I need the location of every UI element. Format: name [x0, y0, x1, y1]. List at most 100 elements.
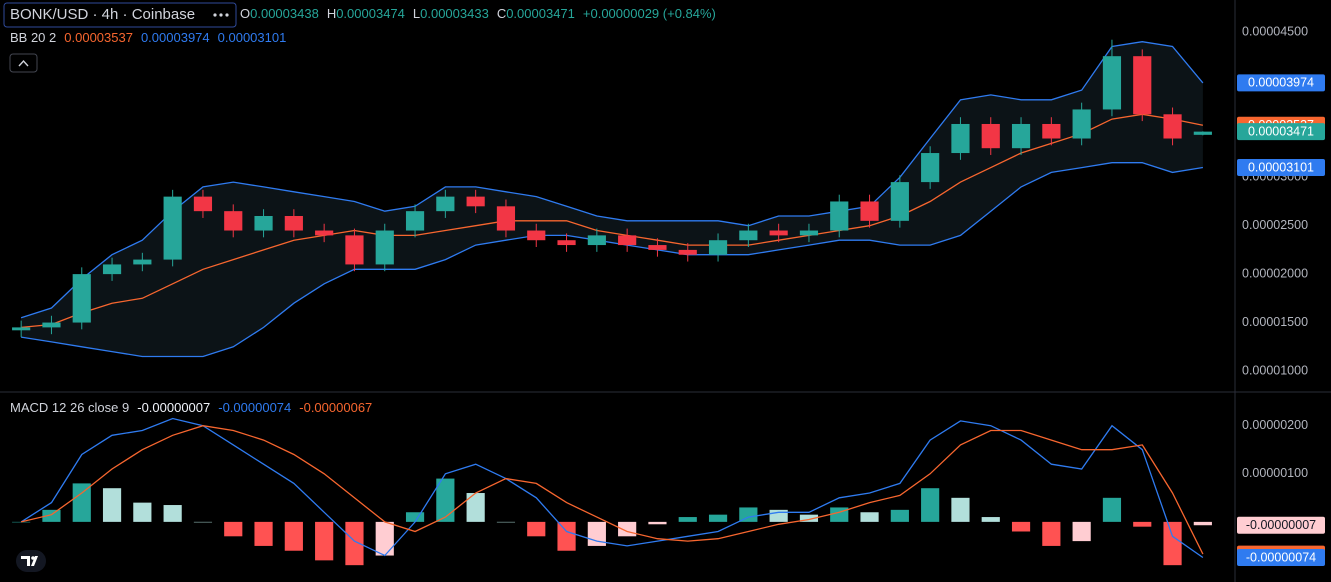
legend-item: 0.00003433 — [420, 6, 489, 21]
histogram-bar — [133, 502, 152, 522]
histogram-bar — [1042, 521, 1061, 546]
candle-body — [12, 327, 31, 331]
candle-body — [193, 196, 213, 212]
macd-line — [20, 417, 1204, 559]
candle-body — [799, 230, 819, 236]
candle-body — [72, 274, 91, 323]
histogram-bar — [193, 521, 213, 523]
legend-item: H — [327, 6, 336, 21]
candle-body — [254, 216, 273, 231]
candle-body — [1193, 131, 1212, 135]
logo-bg — [16, 550, 46, 572]
candle-body — [466, 196, 485, 207]
legend-item: 0.00003974 — [141, 30, 210, 45]
histogram-bar — [678, 517, 697, 522]
histogram-bar — [890, 509, 909, 522]
legend-item: 0.00003101 — [218, 30, 287, 45]
candle-body — [163, 196, 182, 260]
histogram-bar — [375, 521, 394, 556]
histogram-bar — [42, 509, 61, 522]
candle-body — [769, 230, 788, 236]
price-tag-label: 0.00003471 — [1248, 124, 1314, 138]
y-tick-label: 0.00002500 — [1242, 218, 1308, 232]
candle-body — [496, 206, 516, 231]
dot — [213, 13, 217, 17]
histogram-bar — [1102, 497, 1122, 522]
candle-body — [1011, 123, 1031, 149]
logo — [16, 550, 46, 572]
histogram-bar — [648, 521, 667, 525]
more-button[interactable] — [213, 13, 229, 17]
candle-body — [587, 235, 606, 246]
candle-body — [739, 230, 758, 241]
candle-body — [951, 123, 970, 154]
band-line — [20, 162, 1204, 358]
logo-dot — [31, 556, 35, 560]
histogram-bar — [284, 521, 303, 551]
price-tag — [1237, 548, 1325, 566]
candle-body — [648, 245, 667, 250]
histogram-bar — [405, 512, 425, 522]
y-tick-label: 0.00002000 — [1242, 266, 1308, 280]
legend-item: O — [240, 6, 250, 21]
y-tick-label: 0.00000100 — [1242, 466, 1308, 480]
candle-body — [375, 230, 394, 265]
legend-item: 0.00003438 — [250, 6, 319, 21]
histogram-bar — [799, 514, 819, 522]
histogram-bar — [224, 521, 243, 537]
y-tick-label: 0.00004500 — [1242, 24, 1308, 38]
candle-body — [921, 153, 940, 183]
candle-body — [405, 211, 425, 231]
histogram-bar — [163, 505, 182, 522]
legend-item: MACD 12 26 close 9 — [10, 400, 129, 415]
price-tag — [1237, 516, 1325, 534]
band-fill — [21, 41, 1203, 357]
y-tick-label: 0.00000200 — [1242, 418, 1308, 432]
collapse-icon — [18, 59, 29, 67]
legend-item: -0.00000007 — [137, 400, 210, 415]
candle-body — [678, 249, 697, 255]
symbol-box[interactable] — [3, 2, 237, 28]
candle-body — [224, 211, 243, 231]
histogram-bar — [436, 478, 455, 522]
legend-item: C — [497, 6, 506, 21]
histogram-bar — [981, 517, 1000, 522]
histogram-bar — [708, 514, 728, 522]
candle-body — [1133, 56, 1152, 115]
histogram-bar — [72, 483, 91, 522]
price-tag-label: 0.00003974 — [1248, 76, 1314, 90]
histogram-bar — [496, 521, 516, 523]
collapse-button[interactable] — [9, 53, 38, 73]
y-tick-label: 0.00001000 — [1242, 363, 1308, 377]
candle-body — [557, 240, 576, 246]
price-tag — [1237, 123, 1325, 141]
histogram-bar — [951, 497, 970, 522]
histogram-bar — [557, 521, 576, 551]
candle-body — [1042, 123, 1061, 139]
candle-body — [42, 322, 61, 328]
candle-body — [981, 123, 1000, 149]
histogram-bar — [1193, 521, 1212, 526]
histogram-bar — [860, 512, 879, 522]
logo-mark — [21, 556, 38, 566]
candle-body — [1163, 114, 1182, 139]
legend-item: L — [413, 6, 420, 21]
band-line — [21, 113, 1204, 329]
legend-item: 0.00003471 — [506, 6, 575, 21]
chart-title[interactable]: BONK/USD · 4h · Coinbase — [10, 6, 195, 23]
macd-line — [20, 425, 1204, 555]
candle-body — [1102, 56, 1122, 110]
legend-item: +0.00000029 (+0.84%) — [583, 6, 716, 21]
histogram-bar — [1133, 521, 1152, 527]
candle-body — [1072, 109, 1091, 139]
candle-body — [890, 182, 909, 221]
legend-item: -0.00000067 — [299, 400, 372, 415]
candle-body — [102, 264, 122, 275]
candle-body — [133, 259, 152, 265]
dot — [225, 13, 229, 17]
histogram-bar — [345, 521, 364, 566]
price-tag-label: 0.00003101 — [1248, 160, 1314, 174]
legend-item: 0.00003537 — [64, 30, 133, 45]
candle-body — [618, 235, 637, 246]
